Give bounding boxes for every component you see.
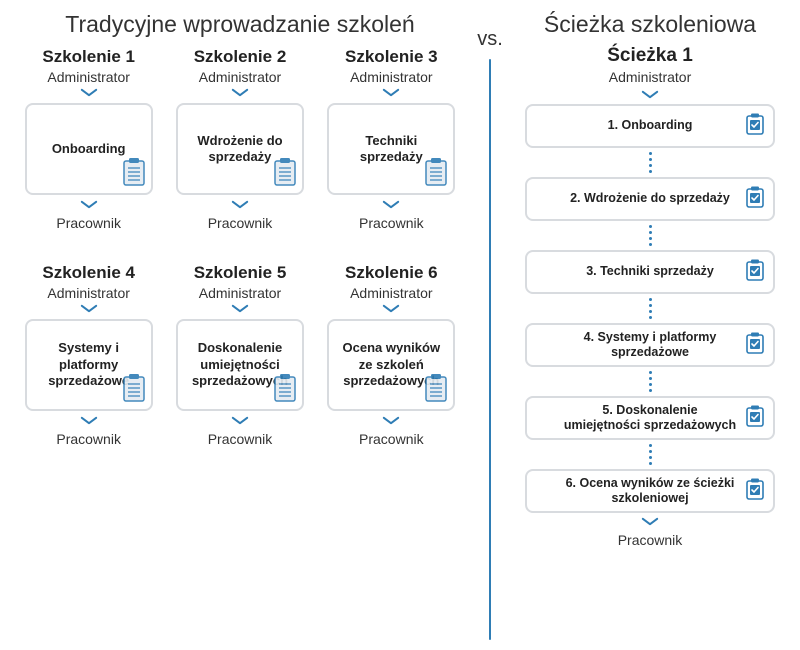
training-card: Systemy i platformy sprzedażowe — [25, 319, 153, 411]
clipboard-check-icon — [745, 185, 765, 213]
role-top: Administrator — [199, 285, 281, 301]
role-top: Administrator — [47, 69, 129, 85]
clipboard-check-icon — [745, 331, 765, 359]
training-card: Ocena wyników ze szkoleń sprzedażowych — [327, 319, 455, 411]
path-card: 2. Wdrożenie do sprzedaży — [525, 177, 775, 221]
path-number: Ścieżka 1 — [520, 45, 780, 67]
role-top: Administrator — [350, 69, 432, 85]
training-number: Szkolenie 6 — [345, 263, 438, 283]
training-cell: Szkolenie 4 Administrator Systemy i platfo… — [20, 261, 157, 447]
path-card: 6. Ocena wyników ze ścieżki szkoleniowej — [525, 469, 775, 513]
training-card: Doskonalenie umiejętności sprzedażowych — [176, 319, 304, 411]
role-bottom: Pracownik — [56, 431, 121, 447]
training-cell: Szkolenie 2 Administrator Wdrożenie do spr… — [171, 45, 308, 231]
chevron-down-icon — [80, 414, 98, 428]
path-card-label: 2. Wdrożenie do sprzedaży — [570, 191, 730, 206]
path-card-label: 1. Onboarding — [608, 118, 693, 133]
training-card-label: Onboarding — [52, 141, 126, 157]
training-cell: Szkolenie 1 Administrator Onboarding Pracow… — [20, 45, 157, 231]
dots-connector — [649, 298, 652, 319]
role-bottom: Pracownik — [208, 431, 273, 447]
path-card: 4. Systemy i platformy sprzedażowe — [525, 323, 775, 367]
left-title: Tradycyjne wprowadzanie szkoleń — [20, 10, 460, 39]
path-card-label: 3. Techniki sprzedaży — [586, 264, 714, 279]
clipboard-icon — [272, 372, 298, 407]
path-card-label: 4. Systemy i platformy sprzedażowe — [563, 330, 737, 360]
vs-label: vs. — [477, 28, 503, 51]
dots-connector — [649, 225, 652, 246]
dots-connector — [649, 152, 652, 173]
chevron-down-icon — [641, 515, 659, 529]
role-bottom: Pracownik — [208, 215, 273, 231]
training-card: Onboarding — [25, 103, 153, 195]
clipboard-icon — [272, 156, 298, 191]
role-top: Administrator — [47, 285, 129, 301]
role-top: Administrator — [199, 69, 281, 85]
training-card: Techniki sprzedaży — [327, 103, 455, 195]
clipboard-icon — [121, 156, 147, 191]
training-cell: Szkolenie 6 Administrator Ocena wyników ze… — [323, 261, 460, 447]
dots-connector — [649, 444, 652, 465]
training-number: Szkolenie 4 — [42, 263, 135, 283]
role-bottom: Pracownik — [56, 215, 121, 231]
chevron-down-icon — [382, 302, 400, 316]
clipboard-icon — [121, 372, 147, 407]
divider-line — [489, 59, 491, 640]
clipboard-check-icon — [745, 477, 765, 505]
clipboard-check-icon — [745, 112, 765, 140]
clipboard-check-icon — [745, 258, 765, 286]
dots-connector — [649, 371, 652, 392]
clipboard-icon — [423, 156, 449, 191]
chevron-down-icon — [382, 198, 400, 212]
training-cell: Szkolenie 3 Administrator Techniki sprzeda… — [323, 45, 460, 231]
right-title: Ścieżka szkoleniowa — [520, 10, 780, 39]
chevron-down-icon — [382, 414, 400, 428]
chevron-down-icon — [80, 198, 98, 212]
chevron-down-icon — [641, 88, 659, 102]
training-number: Szkolenie 2 — [194, 47, 287, 67]
path-card: 5. Doskonalenie umiejętności sprzedażowy… — [525, 396, 775, 440]
chevron-down-icon — [231, 302, 249, 316]
chevron-down-icon — [231, 86, 249, 100]
role-bottom: Pracownik — [359, 215, 424, 231]
chevron-down-icon — [382, 86, 400, 100]
clipboard-check-icon — [745, 404, 765, 432]
training-number: Szkolenie 5 — [194, 263, 287, 283]
path-card-label: 5. Doskonalenie umiejętności sprzedażowy… — [563, 403, 737, 433]
path-card: 1. Onboarding — [525, 104, 775, 148]
chevron-down-icon — [80, 302, 98, 316]
chevron-down-icon — [231, 414, 249, 428]
role-bottom: Pracownik — [359, 431, 424, 447]
path-card: 3. Techniki sprzedaży — [525, 250, 775, 294]
training-number: Szkolenie 3 — [345, 47, 438, 67]
training-card: Wdrożenie do sprzedaży — [176, 103, 304, 195]
path-role-bottom: Pracownik — [618, 532, 683, 548]
path-card-label: 6. Ocena wyników ze ścieżki szkoleniowej — [563, 476, 737, 506]
role-top: Administrator — [350, 285, 432, 301]
path-role-top: Administrator — [520, 69, 780, 85]
clipboard-icon — [423, 372, 449, 407]
chevron-down-icon — [80, 86, 98, 100]
training-number: Szkolenie 1 — [42, 47, 135, 67]
training-cell: Szkolenie 5 Administrator Doskonalenie umi… — [171, 261, 308, 447]
chevron-down-icon — [231, 198, 249, 212]
